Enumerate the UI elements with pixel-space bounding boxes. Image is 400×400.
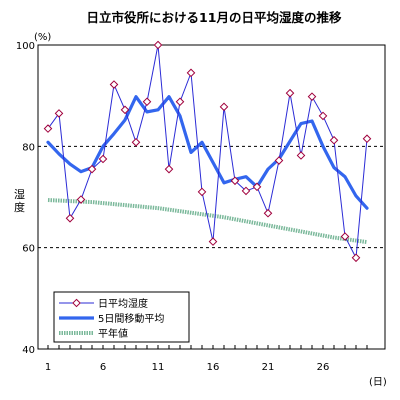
legend-label: 5日間移動平均 xyxy=(98,312,164,325)
y-tick-label: 80 xyxy=(22,142,35,153)
daily-humidity-point xyxy=(197,187,207,197)
x-tick-label: 21 xyxy=(262,362,275,373)
daily-humidity-point xyxy=(186,68,196,78)
x-tick-label: 26 xyxy=(317,362,330,373)
daily-humidity-point xyxy=(340,232,350,241)
y-tick-label: 100 xyxy=(16,41,35,52)
daily-humidity-point xyxy=(362,134,372,144)
moving-average-line xyxy=(46,95,369,210)
daily-humidity-point xyxy=(230,176,240,186)
daily-humidity-point xyxy=(274,156,284,165)
daily-humidity-point xyxy=(65,213,75,223)
daily-humidity-point xyxy=(285,88,295,98)
daily-humidity-point xyxy=(142,97,152,107)
daily-humidity-point xyxy=(54,109,64,118)
x-unit-label: (日) xyxy=(369,377,387,388)
daily-humidity-point xyxy=(241,186,251,196)
daily-humidity-point xyxy=(329,135,339,145)
gridlines xyxy=(38,145,385,249)
legend-marker-daily xyxy=(72,298,81,308)
chart-title: 日立市役所における11月の日平均湿度の推移 xyxy=(87,10,342,25)
y-unit-label: (%) xyxy=(34,32,51,43)
daily-humidity-point xyxy=(87,164,97,174)
legend-label: 平年値 xyxy=(98,327,128,340)
y-axis-label: 湿度 xyxy=(14,188,25,214)
daily-humidity-point xyxy=(296,151,306,160)
y-axis: 40 60 80 100 xyxy=(16,41,35,356)
x-axis: 1 6 11 16 21 26 xyxy=(45,345,368,373)
x-tick-label: 6 xyxy=(100,362,106,373)
daily-humidity-point xyxy=(98,154,108,164)
daily-humidity-point xyxy=(120,105,130,115)
daily-humidity-point xyxy=(164,164,174,174)
daily-humidity-point xyxy=(252,182,262,192)
daily-humidity-point xyxy=(43,124,53,133)
y-tick-label: 40 xyxy=(22,345,35,356)
daily-humidity-point xyxy=(263,208,273,218)
daily-humidity-point xyxy=(318,111,328,121)
daily-humidity-point xyxy=(307,92,317,101)
daily-humidity-point xyxy=(351,253,361,263)
x-tick-label: 11 xyxy=(152,362,165,373)
x-tick-label: 16 xyxy=(207,362,220,373)
daily-humidity-point xyxy=(175,97,185,107)
daily-humidity-point xyxy=(131,137,141,147)
daily-humidity-point xyxy=(219,102,229,112)
y-tick-label: 60 xyxy=(22,244,35,255)
daily-humidity-point xyxy=(76,195,86,204)
daily-humidity-point xyxy=(208,237,218,246)
series-layer xyxy=(43,40,372,263)
x-tick-label: 1 xyxy=(45,362,51,373)
daily-humidity-point xyxy=(153,40,163,50)
daily-humidity-point xyxy=(109,80,119,89)
legend-label: 日平均湿度 xyxy=(98,297,148,310)
